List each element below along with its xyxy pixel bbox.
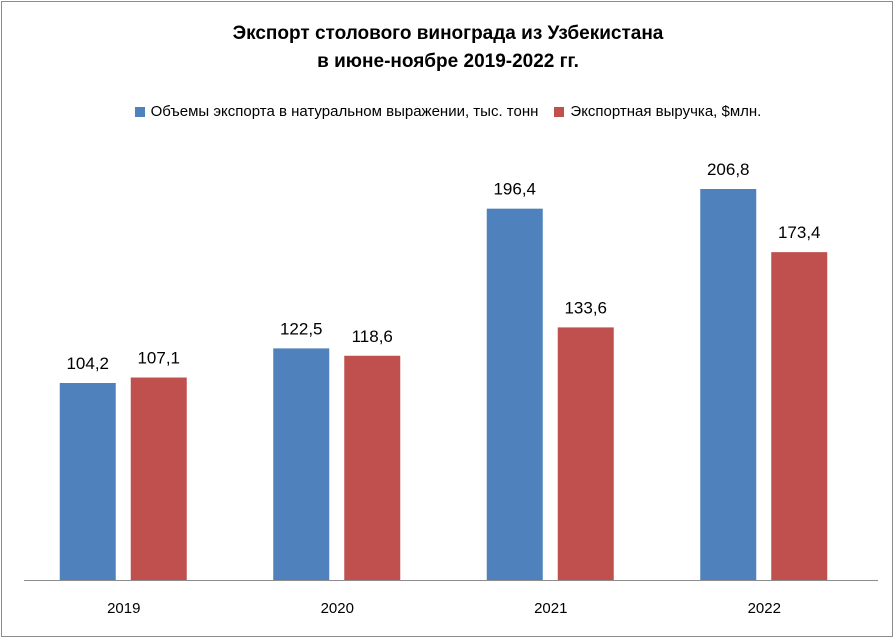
legend-item-volume: Объемы экспорта в натуральном выражении,… [134,103,539,120]
x-tick-label-2019: 2019 [107,600,140,617]
bar-revenue-2022 [771,252,828,580]
data-label-volume-2019: 104,2 [66,354,109,373]
bar-volume-2019 [59,382,116,580]
bar-volume-2022 [700,189,757,580]
data-label-revenue-2022: 173,4 [778,223,821,242]
legend-swatch-volume [134,106,145,117]
legend-label-volume: Объемы экспорта в натуральном выражении,… [150,103,539,120]
chart-legend: Объемы экспорта в натуральном выражении,… [0,103,896,120]
legend-label-revenue: Экспортная выручка, $млн. [570,103,762,120]
x-tick-label-2021: 2021 [534,600,567,617]
x-tick-label-2020: 2020 [321,600,354,617]
chart-title: Экспорт столового винограда из Узбекиста… [0,20,896,76]
bar-revenue-2020 [344,355,401,580]
legend-item-revenue: Экспортная выручка, $млн. [554,103,761,120]
x-tick-label-2022: 2022 [748,600,781,617]
legend-swatch-revenue [554,106,565,117]
bar-revenue-2021 [557,327,614,580]
data-label-volume-2022: 206,8 [707,160,750,179]
data-label-volume-2021: 196,4 [493,180,536,199]
data-label-volume-2020: 122,5 [280,319,323,338]
chart-title-line-2: в июне-ноябре 2019-2022 гг. [317,51,579,72]
bar-revenue-2019 [130,377,187,580]
data-label-revenue-2020: 118,6 [352,327,393,346]
chart-title-line-1: Экспорт столового винограда из Узбекиста… [232,23,664,44]
data-label-revenue-2019: 107,1 [137,349,180,368]
data-label-revenue-2021: 133,6 [564,298,607,317]
bar-volume-2020 [273,348,330,580]
bar-volume-2021 [486,208,543,580]
